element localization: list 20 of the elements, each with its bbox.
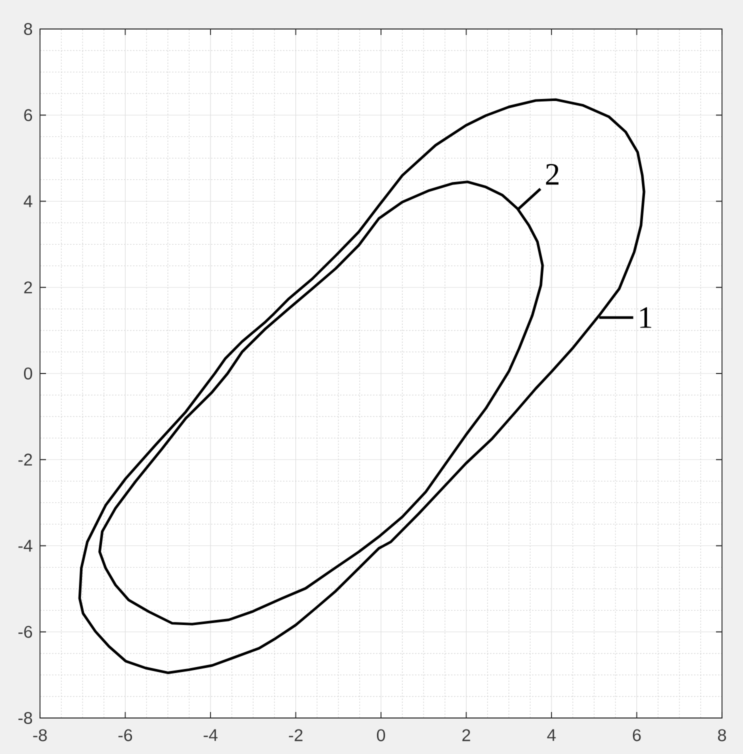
y-tick-label: 8 xyxy=(24,22,32,36)
x-tick-label: 8 xyxy=(718,729,726,742)
y-tick-label: 0 xyxy=(24,367,32,380)
y-tick-label: 6 xyxy=(24,109,32,122)
y-tick-label: 2 xyxy=(24,281,32,294)
annotation: 2 xyxy=(546,164,558,185)
y-tick-label: -6 xyxy=(18,626,32,638)
y-tick-label: 4 xyxy=(24,195,32,208)
y-tick-label: -8 xyxy=(18,712,32,724)
x-tick-label: 6 xyxy=(632,729,641,742)
x-tick-label: 2 xyxy=(462,729,470,742)
x-tick-label: -8 xyxy=(33,729,47,742)
y-tick-label: -2 xyxy=(18,454,32,466)
annotation: 1 xyxy=(640,307,652,328)
x-tick-label: 4 xyxy=(547,729,556,741)
x-tick-label: -2 xyxy=(288,729,302,742)
x-tick-label: -6 xyxy=(118,729,132,742)
y-tick-label: -4 xyxy=(18,540,32,552)
x-tick-label: -4 xyxy=(204,729,218,741)
x-tick-label: 0 xyxy=(376,729,386,742)
